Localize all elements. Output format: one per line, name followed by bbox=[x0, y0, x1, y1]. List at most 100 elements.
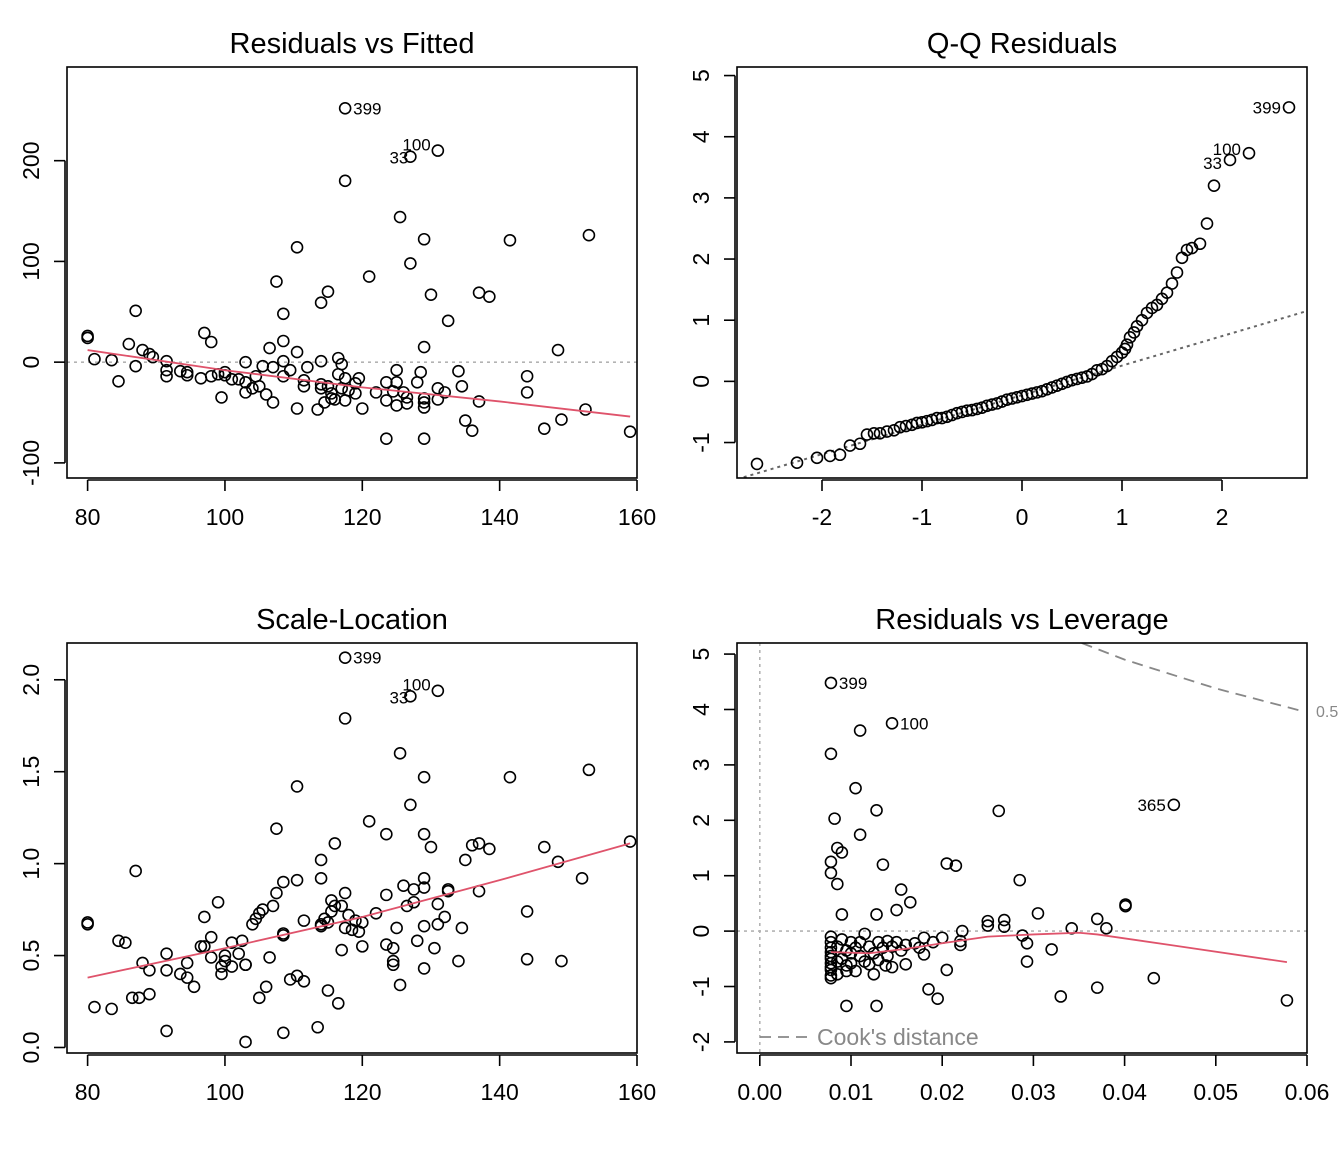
sl-point bbox=[252, 991, 266, 1005]
rvl-point bbox=[831, 877, 844, 891]
sl-point bbox=[270, 822, 283, 835]
qq-x-tick-label: 2 bbox=[1216, 504, 1229, 530]
sl-point bbox=[328, 899, 342, 913]
rvf-point bbox=[551, 343, 565, 357]
sl-point bbox=[252, 906, 266, 920]
qq-y-tick-label: 4 bbox=[688, 130, 714, 143]
rvf-x-tick-label: 100 bbox=[206, 504, 244, 530]
rvf-point bbox=[88, 352, 101, 366]
rvf-point bbox=[314, 354, 328, 368]
rvf-point bbox=[266, 360, 280, 374]
sl-point bbox=[328, 837, 342, 850]
rvf-point bbox=[338, 371, 352, 385]
rvl-point-label: 399 bbox=[839, 674, 867, 693]
rvl-point bbox=[890, 903, 903, 917]
rvf-point bbox=[335, 357, 348, 371]
sl-point bbox=[404, 690, 417, 703]
rvf-point bbox=[204, 369, 218, 383]
sl-point bbox=[380, 938, 393, 951]
rvf-point bbox=[417, 401, 431, 414]
sl-point bbox=[125, 991, 139, 1005]
qq-y-tick-label: 5 bbox=[688, 69, 714, 82]
sl-point bbox=[119, 936, 132, 949]
rvl-y-tick-label: 0 bbox=[688, 925, 714, 938]
rvf-point bbox=[136, 343, 149, 357]
sl-point bbox=[259, 980, 273, 994]
rvf-point bbox=[579, 403, 592, 416]
sl-point bbox=[356, 940, 369, 953]
qq-point-label: 399 bbox=[1253, 98, 1281, 117]
sl-point bbox=[537, 840, 551, 854]
qq-point bbox=[1242, 146, 1256, 160]
sl-point bbox=[129, 864, 142, 878]
rvl-point bbox=[876, 858, 890, 871]
sl-point bbox=[81, 918, 94, 931]
rvf-point bbox=[314, 296, 328, 310]
rvl-y-tick-label: -1 bbox=[688, 976, 714, 996]
rvl-point bbox=[1054, 990, 1068, 1003]
sl-point bbox=[290, 873, 304, 887]
sl-point bbox=[211, 895, 225, 909]
sl-point bbox=[321, 984, 335, 997]
rvf-point bbox=[441, 314, 455, 328]
qq-point bbox=[867, 427, 881, 440]
qq-y-tick-label: 0 bbox=[688, 375, 714, 388]
rvl-y-tick-label: 3 bbox=[688, 758, 714, 771]
rvf-point bbox=[431, 144, 445, 157]
sl-point bbox=[194, 940, 208, 953]
sl-point bbox=[239, 958, 252, 972]
rvf-point bbox=[455, 380, 469, 393]
sl-x-axis: 80 100 120 140 160 bbox=[75, 1054, 656, 1105]
rvl-y-tick-label: 5 bbox=[688, 648, 714, 661]
sl-point bbox=[431, 918, 445, 931]
rvl-point bbox=[853, 724, 867, 737]
rvf-point bbox=[537, 422, 551, 435]
legend-label: Cook's distance bbox=[817, 1024, 979, 1050]
sl-point bbox=[417, 770, 431, 784]
sl-y-tick-label: 1.0 bbox=[18, 848, 44, 880]
rvl-point bbox=[917, 948, 931, 961]
sl-point bbox=[266, 899, 280, 913]
rvl-y-tick-label: 2 bbox=[688, 814, 714, 827]
rvf-y-tick-label: -100 bbox=[18, 440, 44, 486]
sl-point bbox=[623, 835, 637, 848]
rvf-point bbox=[160, 363, 173, 377]
rvf-point bbox=[266, 396, 280, 409]
rvf-point bbox=[239, 386, 252, 399]
sl-point bbox=[225, 960, 239, 973]
sl-point bbox=[410, 934, 424, 948]
qq-point bbox=[1207, 179, 1221, 192]
qq-y-tick-label: 1 bbox=[688, 314, 714, 327]
sl-point bbox=[380, 888, 393, 902]
sl-point bbox=[277, 875, 290, 889]
rvf-point bbox=[417, 340, 431, 354]
rvl-point bbox=[870, 804, 883, 817]
sl-point bbox=[180, 971, 194, 984]
sl-point bbox=[290, 780, 304, 793]
sl-point bbox=[380, 827, 393, 841]
rvf-point bbox=[321, 380, 335, 393]
rvf-point bbox=[325, 387, 338, 400]
sl-point bbox=[338, 651, 352, 665]
rvf-point bbox=[582, 228, 596, 242]
rvl-point bbox=[1280, 994, 1294, 1007]
rvf-point bbox=[290, 345, 304, 359]
qq-point bbox=[823, 449, 837, 463]
rvf-point-label: 399 bbox=[353, 99, 381, 118]
rvf-point bbox=[400, 397, 414, 410]
qq-x-axis: -2 -1 0 1 2 bbox=[812, 479, 1229, 530]
sl-point bbox=[204, 951, 218, 964]
sl-point bbox=[338, 886, 352, 900]
qq-point bbox=[790, 456, 804, 470]
rvf-point bbox=[239, 355, 252, 369]
rvl-point bbox=[824, 855, 838, 869]
rvf-point bbox=[160, 369, 173, 383]
sl-point bbox=[239, 1035, 252, 1049]
rvl-point bbox=[954, 938, 967, 952]
rvl-point bbox=[1167, 798, 1181, 812]
qq-frame bbox=[736, 66, 1308, 479]
rvf-point bbox=[225, 372, 239, 386]
